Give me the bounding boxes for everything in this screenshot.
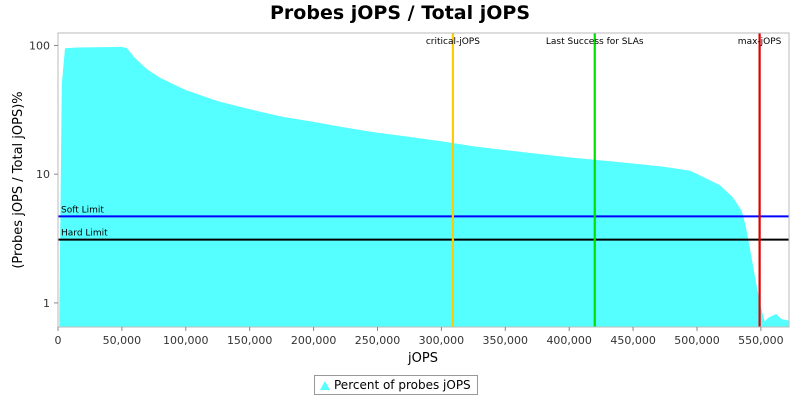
x-tick-label: 550,000 — [738, 334, 784, 347]
chart-title: Probes jOPS / Total jOPS — [270, 2, 530, 24]
area-series-0 — [59, 46, 790, 328]
x-tick-label: 50,000 — [103, 334, 142, 347]
vline-label: Last Success for SLAs — [546, 37, 644, 47]
vline-label: critical-jOPS — [426, 37, 480, 47]
legend-label: Percent of probes jOPS — [334, 378, 471, 392]
y-tick-label: 10 — [36, 168, 50, 181]
hline-label: Soft Limit — [61, 205, 104, 215]
x-axis-label: jOPS — [407, 351, 438, 366]
x-tick-label: 350,000 — [483, 334, 529, 347]
vline-label: max-jOPS — [738, 37, 782, 47]
x-tick-label: 500,000 — [674, 334, 720, 347]
x-tick-label: 400,000 — [546, 334, 592, 347]
x-tick-label: 200,000 — [291, 334, 337, 347]
y-axis-label: (Probes jOPS / Total jOPS)% — [11, 91, 26, 268]
x-tick-label: 450,000 — [610, 334, 656, 347]
y-tick-label: 1 — [43, 297, 50, 310]
x-tick-label: 250,000 — [355, 334, 401, 347]
x-tick-label: 0 — [55, 334, 62, 347]
x-tick-label: 100,000 — [163, 334, 209, 347]
legend: Percent of probes jOPS — [314, 375, 478, 395]
legend-swatch-icon — [320, 380, 330, 390]
y-tick-label: 100 — [29, 39, 50, 52]
hline-label: Hard Limit — [61, 229, 108, 239]
plot-border — [57, 32, 790, 328]
x-tick-label: 300,000 — [419, 334, 465, 347]
x-tick-label: 150,000 — [227, 334, 273, 347]
